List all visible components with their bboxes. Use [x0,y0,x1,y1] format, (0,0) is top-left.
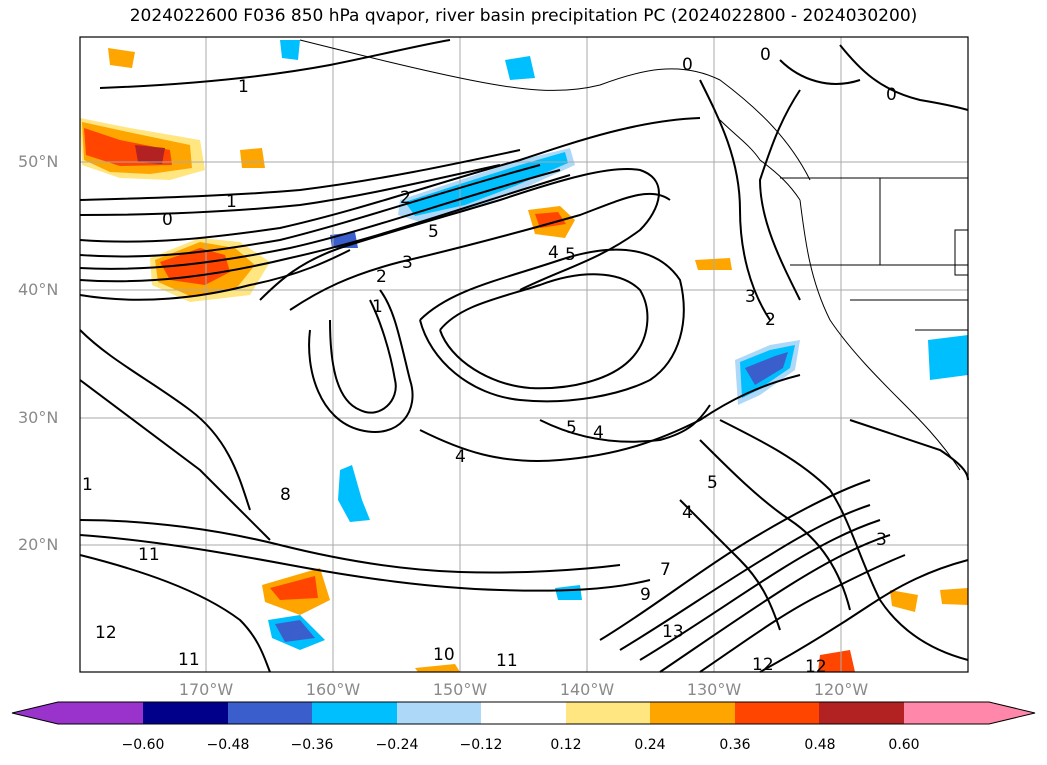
precip-blob-positive [270,576,318,600]
contour-label: 2 [765,310,776,330]
colorbar-tick: −0.36 [290,737,334,753]
colorbar-extend-high [989,702,1035,724]
colorbar-cell [650,702,735,724]
colorbar-tick: 0.60 [888,737,920,753]
colorbar-tick: −0.60 [121,737,165,753]
contour-label: 5 [428,222,439,242]
contour-label: 3 [402,253,413,273]
contour-label: 2 [376,267,387,287]
contour-label: 12 [95,623,117,643]
lon-label: 130°W [686,680,742,699]
precip-blob-negative [745,352,788,385]
precip-blob-negative [338,465,370,522]
precip-blob-positive [890,590,918,612]
colorbar-cell [143,702,228,724]
contour-label: 5 [565,245,576,265]
colorbar-tick: −0.48 [206,737,250,753]
contour-label: 1 [82,475,93,495]
contour-label: 11 [178,650,200,670]
lon-label: 170°W [178,680,234,699]
contour-label: 12 [805,657,827,677]
contour-label: 3 [745,287,756,307]
contour-label: 3 [876,530,887,550]
colorbar-tick: 0.48 [804,737,836,753]
colorbar-outline [11,701,1036,725]
lon-label: 120°W [813,680,869,699]
contour-label: 0 [760,45,771,65]
colorbar-tick: 0.12 [550,737,582,753]
precip-blob-negative [275,620,315,642]
colorbar-cell [397,702,481,724]
contour-label: 9 [640,585,651,605]
colorbar-tick: −0.12 [459,737,503,753]
contour-label: 11 [138,545,160,565]
lat-label: 50°N [18,152,59,171]
colorbar-extend-low [12,702,58,724]
contour-label: 7 [660,560,671,580]
contour-label: 1 [226,192,237,212]
contour-label: 0 [682,55,693,75]
precip-blob-positive [415,664,460,672]
contour-label: 5 [707,473,718,493]
contour-label: 0 [162,210,173,230]
contour-label: 1 [372,297,383,317]
colorbar-cell [481,702,566,724]
lat-label: 40°N [18,280,59,299]
precip-blob-positive [940,588,968,605]
lon-label: 140°W [559,680,615,699]
precip-blob-positive [108,48,135,68]
contour-label: 13 [662,622,684,642]
precip-shading [80,40,968,672]
contour-label: 4 [455,447,466,467]
coastlines [299,39,969,471]
precip-blob-negative [928,335,968,380]
colorbar-tick: 0.24 [634,737,666,753]
graticule [80,37,968,672]
colorbar-cell [904,702,989,724]
precip-blob-positive [818,650,855,672]
precip-blob-negative [505,56,535,80]
map-frame [79,36,969,673]
contour-label-group: 1 0 0 1 2 5 3 2 1 4 5 3 2 5 4 4 5 4 8 11… [82,45,897,677]
precip-blob-negative [280,40,300,60]
map-title: 2024022600 F036 850 hPa qvapor, river ba… [129,6,918,26]
colorbar-cell [819,702,904,724]
contour-label: 4 [593,423,604,443]
precip-blob-positive [135,145,165,164]
colorbar-cell [566,702,650,724]
precip-blob-positive [240,148,265,168]
contour-label: 4 [682,503,693,523]
contour-label: 0 [886,85,897,105]
contour-label: 11 [496,651,518,671]
colorbar-tick: 0.36 [719,737,751,753]
contour-label: 1 [238,77,249,97]
colorbar-cell [228,702,312,724]
qvapor-contours [79,39,969,673]
lon-label: 150°W [432,680,488,699]
lat-label: 30°N [18,408,59,427]
map-panel: 1 0 0 1 2 5 3 2 1 4 5 3 2 5 4 4 5 4 8 11… [79,36,969,677]
contour-label: 5 [566,418,577,438]
precip-blob-positive [160,248,230,285]
colorbar-cell [735,702,819,724]
contour-label: 4 [548,243,559,263]
contour-label: 10 [433,645,455,665]
lon-label: 160°W [305,680,361,699]
contour-label: 8 [280,485,291,505]
precip-blob-negative [555,585,582,600]
colorbar-tick: −0.24 [375,737,419,753]
contour-label: 12 [752,655,774,675]
lat-label: 20°N [18,535,59,554]
colorbar-cell [58,702,143,724]
contour-label: 2 [400,188,411,208]
colorbar-cell [312,702,397,724]
precip-blob-positive [535,212,566,228]
colorbar [11,701,1036,725]
